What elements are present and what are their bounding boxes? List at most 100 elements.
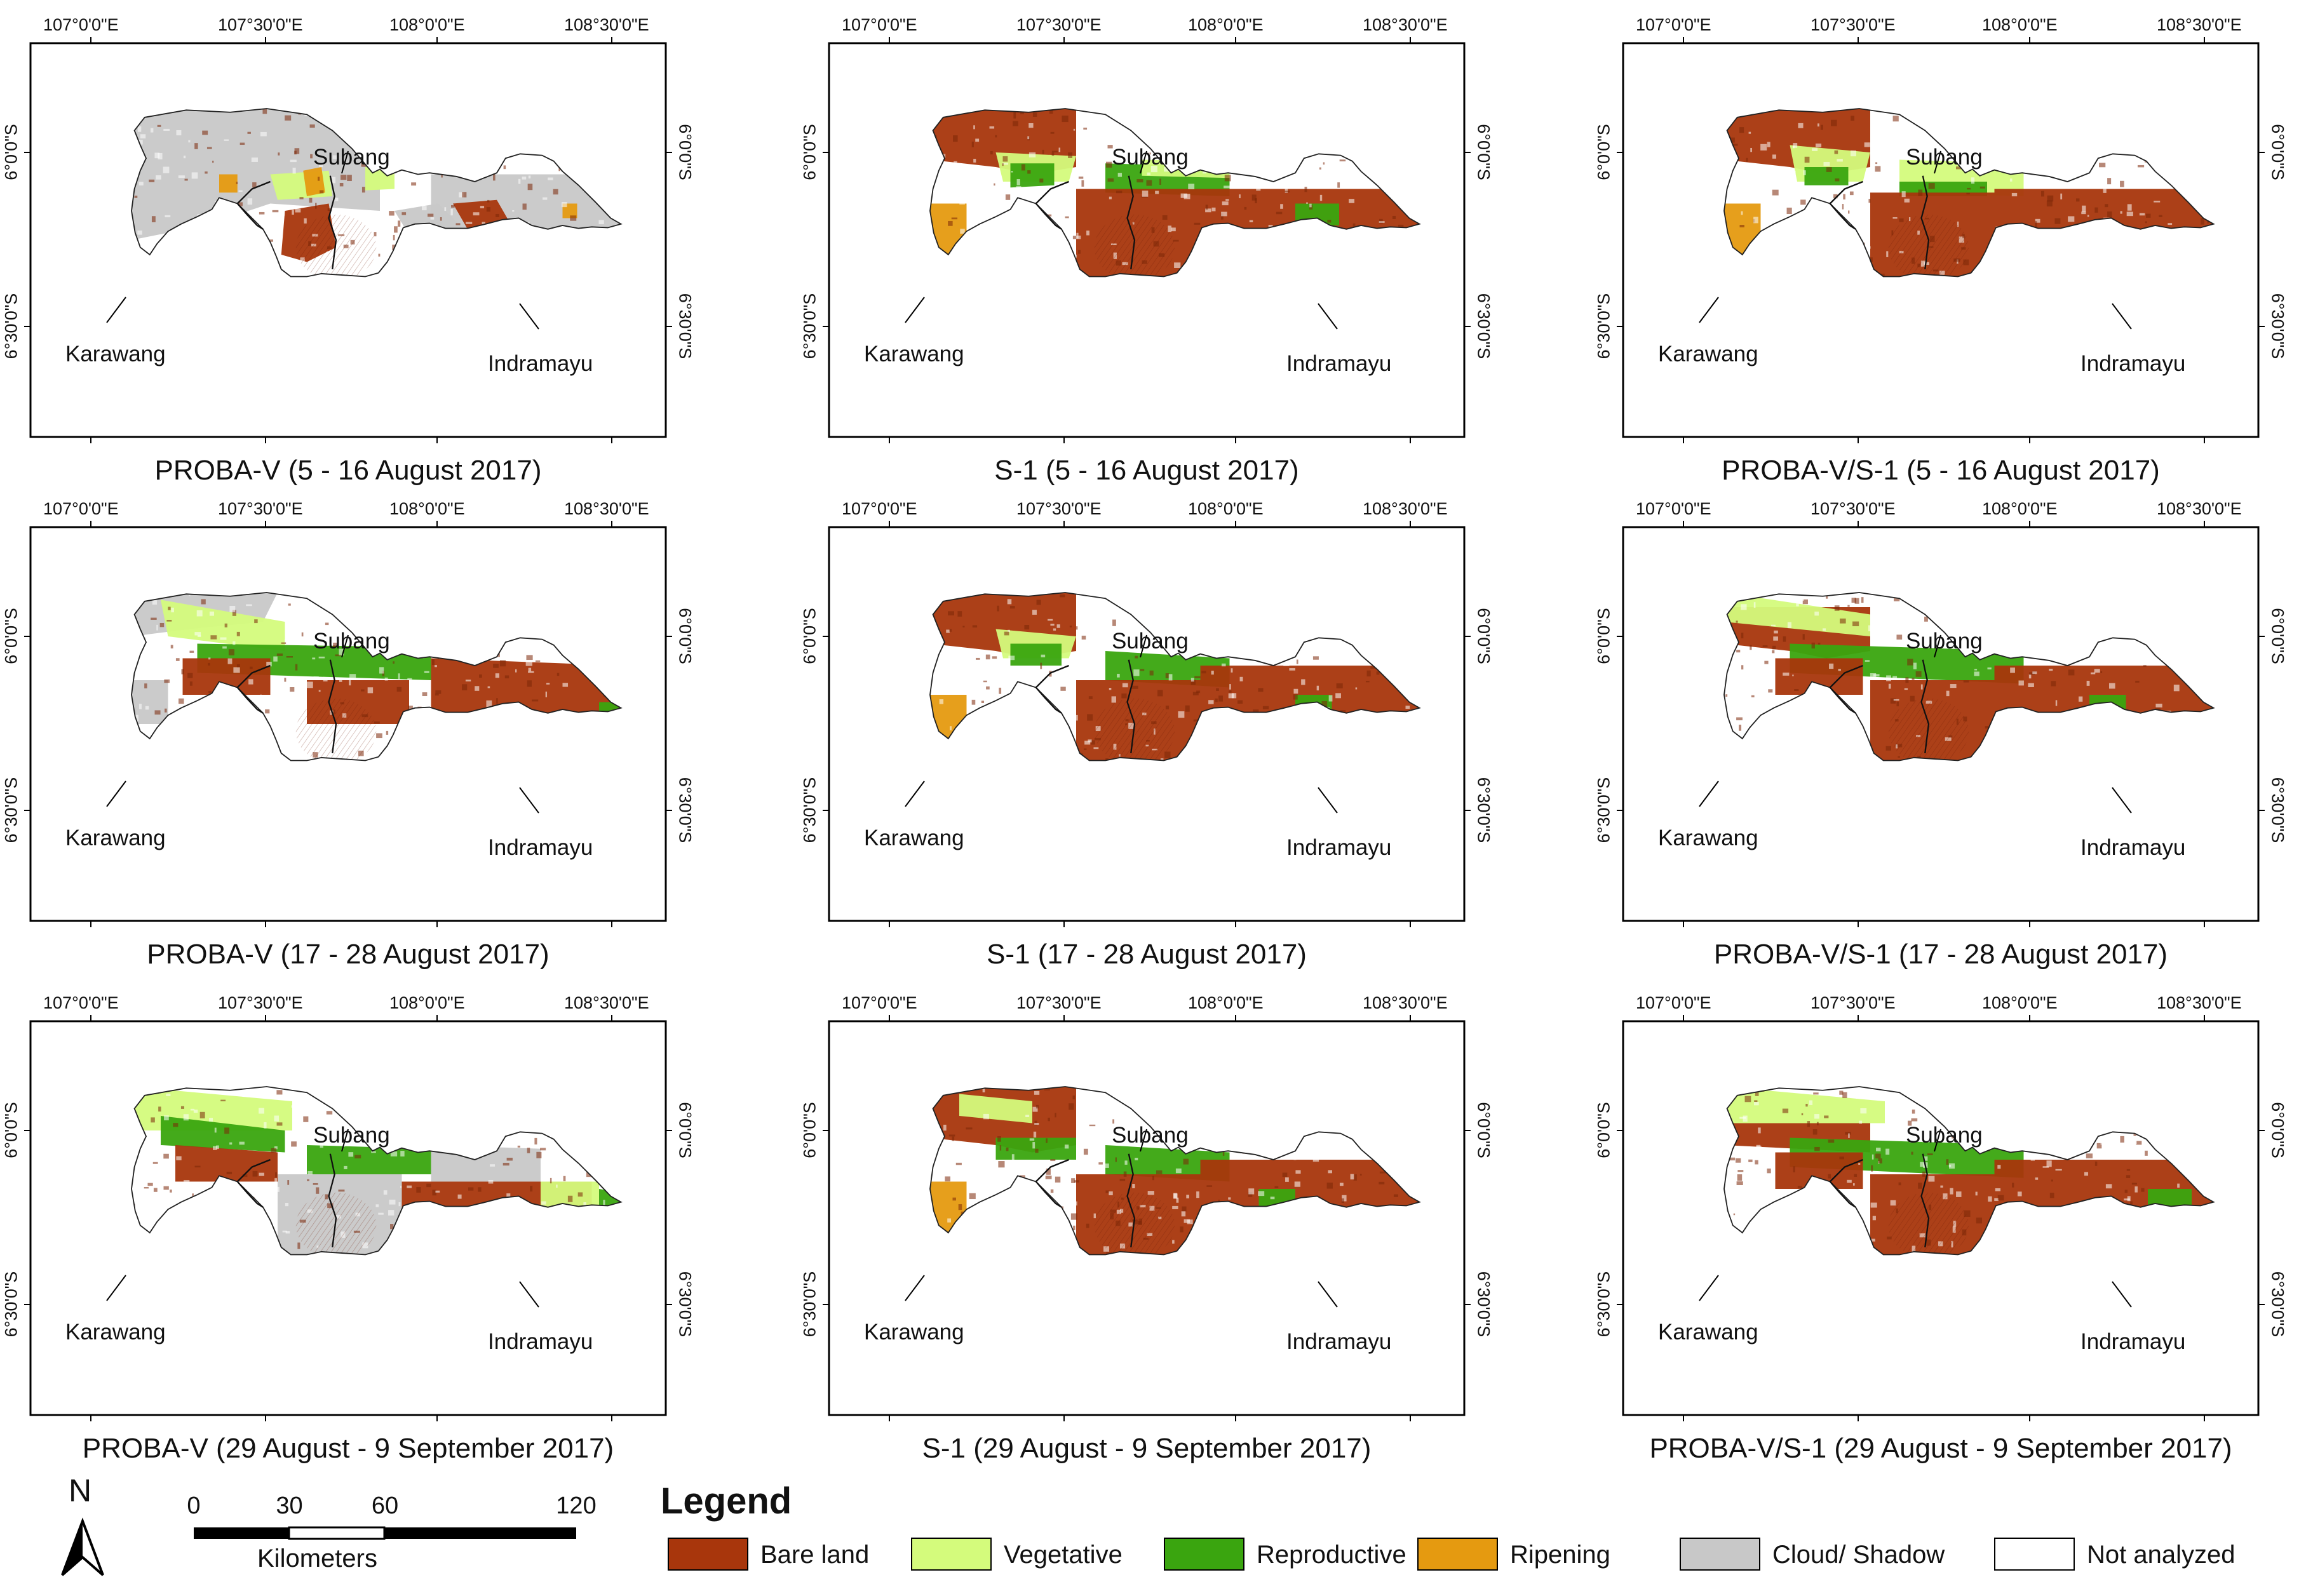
map-panel-5 <box>823 521 1471 927</box>
district-boundary <box>236 1181 264 1208</box>
class-zone <box>307 1145 431 1174</box>
longitude-label: 108°30'0"E <box>564 993 649 1012</box>
panel-caption: S-1 (5 - 16 August 2017) <box>994 455 1299 486</box>
class-zone <box>1200 1159 1420 1218</box>
region-outline <box>131 592 623 761</box>
panel-caption: PROBA-V (29 August - 9 September 2017) <box>82 1433 614 1464</box>
scale-unit: Kilometers <box>257 1545 377 1573</box>
place-label-indramayu: Indramayu <box>1286 351 1392 376</box>
district-boundary <box>1829 180 1863 205</box>
latitude-label-left: 6°30'0"S <box>1594 1271 1614 1338</box>
legend-swatch <box>911 1538 992 1571</box>
latitude-label-right: 6°30'0"S <box>1474 1271 1494 1338</box>
legend-label: Bare land <box>760 1541 870 1569</box>
class-zone <box>995 1137 1076 1160</box>
place-label-subang: Subang <box>1906 1123 1983 1148</box>
map-panel-7 <box>24 1015 672 1421</box>
district-boundary <box>236 664 271 688</box>
class-zone <box>1775 1152 1863 1189</box>
latitude-label-left: 6°0'0"S <box>800 124 819 180</box>
longitude-label: 107°30'0"E <box>1016 15 1102 34</box>
district-boundary <box>236 180 271 205</box>
leader-line <box>1140 151 1147 174</box>
scale-segment <box>384 1527 576 1539</box>
latitude-label-right: 6°30'0"S <box>1474 777 1494 843</box>
class-zone <box>959 1094 1032 1123</box>
leader-line <box>1934 151 1941 174</box>
district-boundary <box>1035 1181 1062 1208</box>
leader-line <box>905 297 925 323</box>
latitude-label-right: 6°0'0"S <box>675 124 695 180</box>
leader-line <box>519 303 539 330</box>
legend-label: Vegetative <box>1004 1541 1123 1569</box>
longitude-label: 108°30'0"E <box>1363 499 1448 518</box>
latitude-label-left: 6°30'0"S <box>800 293 819 359</box>
class-zone <box>182 658 271 695</box>
latitude-label-left: 6°0'0"S <box>1594 1102 1614 1158</box>
place-label-indramayu: Indramayu <box>2080 351 2186 376</box>
place-label-indramayu: Indramayu <box>488 1329 593 1354</box>
region-outline <box>1723 1086 2215 1256</box>
longitude-label: 107°0'0"E <box>842 499 917 518</box>
district-boundary <box>1035 687 1062 714</box>
class-zone <box>1105 651 1230 688</box>
leader-line <box>519 1281 539 1308</box>
legend-label: Not analyzed <box>2087 1541 2235 1569</box>
latitude-label-left: 6°30'0"S <box>1594 777 1614 843</box>
place-label-subang: Subang <box>313 145 390 170</box>
leader-line <box>1140 1129 1147 1152</box>
latitude-label-left: 6°30'0"S <box>1594 293 1614 359</box>
longitude-label: 108°0'0"E <box>389 15 465 34</box>
class-zone <box>562 203 577 218</box>
longitude-label: 107°0'0"E <box>1636 15 1711 34</box>
longitude-label: 108°30'0"E <box>2157 15 2242 34</box>
longitude-label: 107°0'0"E <box>43 499 119 518</box>
latitude-label-right: 6°0'0"S <box>1474 124 1494 180</box>
leader-line <box>905 781 925 807</box>
district-boundary <box>328 175 337 270</box>
leader-line <box>1699 1275 1719 1301</box>
longitude-label: 107°30'0"E <box>1811 15 1896 34</box>
latitude-label-left: 6°30'0"S <box>800 1271 819 1338</box>
longitude-label: 108°30'0"E <box>564 499 649 518</box>
map-panel-4 <box>24 521 672 927</box>
leader-line <box>1699 297 1719 323</box>
scale-tick-label: 120 <box>556 1492 597 1519</box>
place-label-karawang: Karawang <box>65 826 166 850</box>
longitude-label: 107°0'0"E <box>1636 499 1711 518</box>
legend-label: Cloud/ Shadow <box>1772 1541 1945 1569</box>
latitude-label-right: 6°0'0"S <box>2268 1102 2288 1158</box>
leader-line <box>106 1275 126 1301</box>
place-label-karawang: Karawang <box>65 342 166 366</box>
leader-line <box>2112 787 2132 814</box>
leader-line <box>2112 1281 2132 1308</box>
place-label-karawang: Karawang <box>864 342 964 366</box>
leader-line <box>1318 1281 1338 1308</box>
north-arrow-half <box>62 1521 83 1575</box>
district-boundary <box>1920 1153 1930 1248</box>
latitude-label-left: 6°0'0"S <box>800 608 819 664</box>
district-boundary <box>236 687 264 714</box>
region-outline <box>131 108 623 278</box>
legend-swatch <box>1994 1538 2075 1571</box>
latitude-label-right: 6°0'0"S <box>675 1102 695 1158</box>
district-boundary <box>1829 203 1856 230</box>
longitude-label: 108°30'0"E <box>2157 993 2242 1012</box>
place-label-subang: Subang <box>1112 1123 1189 1148</box>
latitude-label-right: 6°30'0"S <box>675 293 695 359</box>
longitude-label: 107°30'0"E <box>218 993 303 1012</box>
leader-line <box>341 151 349 174</box>
longitude-label: 108°0'0"E <box>389 993 465 1012</box>
leader-line <box>1318 787 1338 814</box>
panel-caption: PROBA-V/S-1 (29 August - 9 September 201… <box>1649 1433 2232 1464</box>
district-boundary <box>1126 1153 1136 1248</box>
longitude-label: 108°30'0"E <box>1363 15 1448 34</box>
region-outline <box>1723 108 2215 278</box>
legend-swatch <box>1164 1538 1244 1571</box>
latitude-label-right: 6°30'0"S <box>2268 777 2288 843</box>
longitude-label: 108°30'0"E <box>1363 993 1448 1012</box>
district-boundary <box>1126 175 1136 270</box>
longitude-label: 108°0'0"E <box>1982 993 2058 1012</box>
panel-caption: PROBA-V (5 - 16 August 2017) <box>154 455 542 486</box>
longitude-label: 108°30'0"E <box>2157 499 2242 518</box>
